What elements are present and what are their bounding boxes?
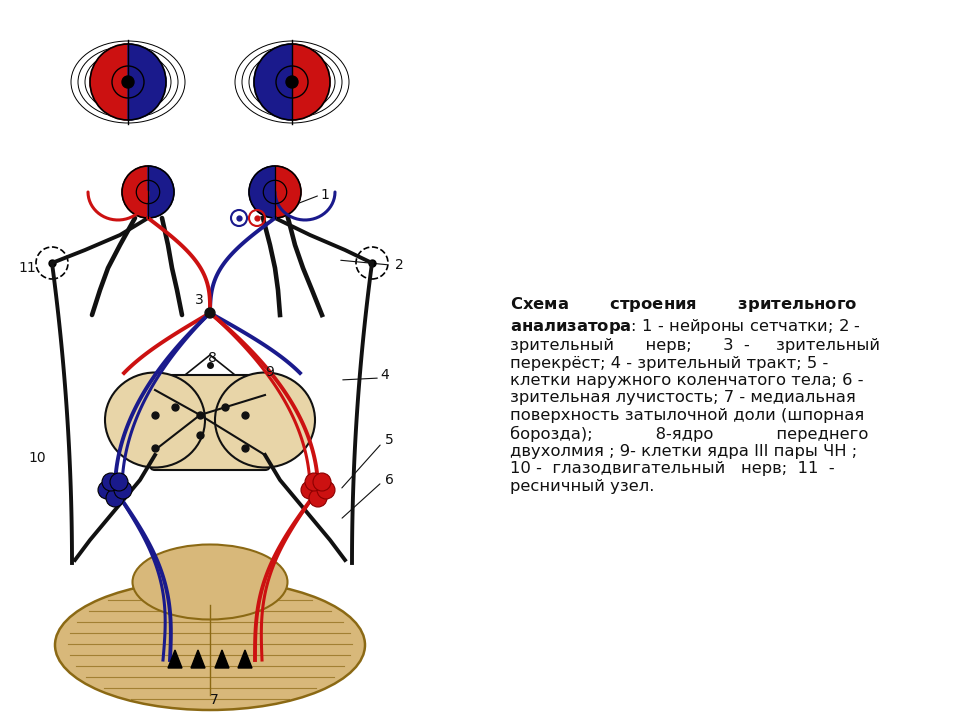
Circle shape xyxy=(106,489,124,507)
Circle shape xyxy=(313,473,331,491)
Wedge shape xyxy=(148,166,174,218)
Wedge shape xyxy=(292,44,330,120)
Wedge shape xyxy=(90,44,128,120)
Text: 11: 11 xyxy=(18,261,36,275)
Text: 4: 4 xyxy=(380,368,389,382)
Ellipse shape xyxy=(105,372,205,467)
Circle shape xyxy=(301,481,319,499)
Circle shape xyxy=(305,473,323,491)
Text: 6: 6 xyxy=(385,473,394,487)
Circle shape xyxy=(98,481,116,499)
Wedge shape xyxy=(275,166,301,218)
Circle shape xyxy=(122,76,134,88)
Wedge shape xyxy=(128,44,166,120)
Wedge shape xyxy=(254,44,292,120)
Circle shape xyxy=(286,76,298,88)
Polygon shape xyxy=(191,650,205,668)
Ellipse shape xyxy=(55,580,365,710)
Text: 3: 3 xyxy=(195,293,204,307)
Text: 10: 10 xyxy=(28,451,46,465)
Text: $\bf{Схема}$        $\bf{строения}$        $\bf{зрительного}$
$\bf{анализатора}$: $\bf{Схема}$ $\bf{строения}$ $\bf{зрител… xyxy=(510,295,880,494)
Text: 5: 5 xyxy=(385,433,394,447)
Polygon shape xyxy=(168,650,182,668)
Text: 8: 8 xyxy=(208,351,217,365)
Circle shape xyxy=(114,481,132,499)
Circle shape xyxy=(36,247,68,279)
Text: 9: 9 xyxy=(265,365,274,379)
Circle shape xyxy=(309,489,327,507)
Text: 1: 1 xyxy=(320,188,329,202)
Polygon shape xyxy=(238,650,252,668)
Polygon shape xyxy=(215,650,229,668)
Text: 7: 7 xyxy=(210,693,219,707)
Circle shape xyxy=(356,247,388,279)
Circle shape xyxy=(110,473,128,491)
Text: 2: 2 xyxy=(395,258,404,272)
Wedge shape xyxy=(122,166,148,218)
Circle shape xyxy=(102,473,120,491)
Circle shape xyxy=(205,308,215,318)
Wedge shape xyxy=(249,166,275,218)
Circle shape xyxy=(317,481,335,499)
Ellipse shape xyxy=(215,372,315,467)
Ellipse shape xyxy=(132,544,287,619)
FancyBboxPatch shape xyxy=(150,375,270,470)
